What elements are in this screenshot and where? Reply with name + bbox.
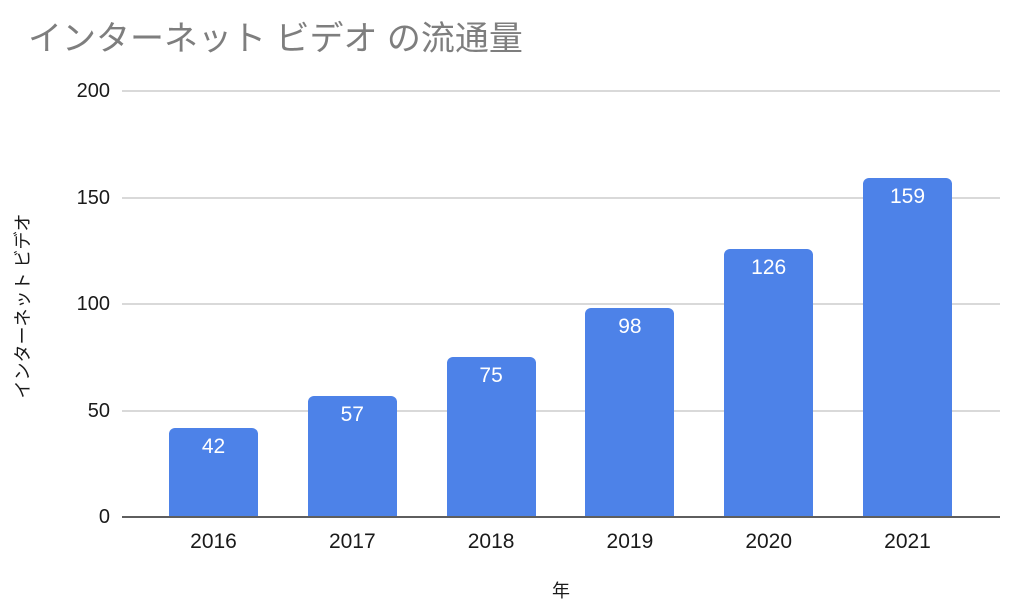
bar-value-label-2019: 98 [618,315,642,339]
x-tick-label-2018: 2018 [467,530,515,553]
x-tick-label-2019: 2019 [606,530,654,553]
x-tick-label-2020: 2020 [745,530,793,553]
x-tick-label-2021: 2021 [884,530,931,553]
bar-2019: 98 [585,308,675,517]
gridline-150 [122,196,1000,199]
gridline-200 [122,90,1000,92]
y-tick-label-200: 200 [76,80,110,102]
y-tick-label-50: 50 [87,399,110,422]
bar-2020: 126 [724,248,814,517]
x-tick-label-2017: 2017 [328,530,376,553]
bar-value-label-2020: 126 [751,255,787,279]
bar-2021: 159 [863,178,952,517]
bar-2018: 75 [446,357,536,517]
y-tick-label-100: 100 [76,293,110,315]
x-tick-label-2016: 2016 [190,530,237,553]
bar-2017: 57 [307,395,397,517]
gridline-100 [122,303,1000,305]
bar-value-label-2021: 159 [889,185,926,209]
bar-value-label-2017: 57 [340,402,364,426]
y-tick-label-150: 150 [76,186,110,209]
bar-value-label-2016: 42 [201,434,226,458]
x-axis-title: 年 [552,581,570,601]
chart-title: インターネット ビデオ の流通量 [28,20,523,58]
bar-2016: 42 [169,427,258,517]
x-axis-line [122,516,1000,518]
bar-value-label-2018: 75 [479,364,503,388]
gridline-50 [122,409,1000,412]
y-tick-label-0: 0 [98,506,110,528]
